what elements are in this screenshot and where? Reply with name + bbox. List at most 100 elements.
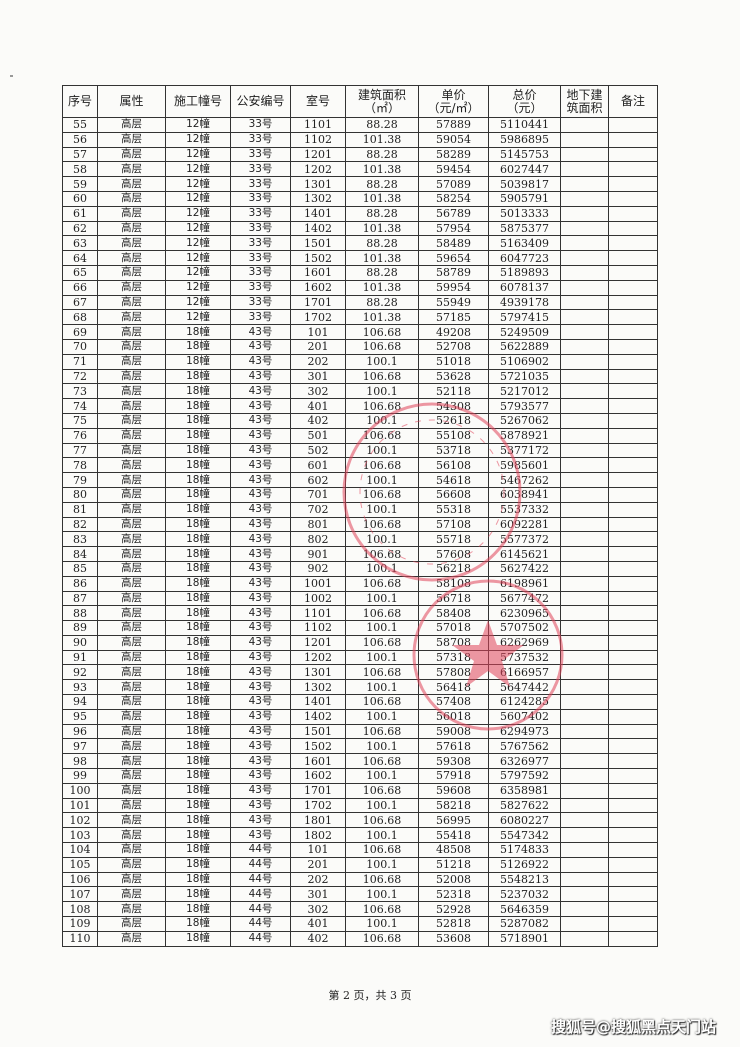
cell-ps: 33号 <box>230 131 291 148</box>
cell-attr: 高层 <box>97 782 166 799</box>
cell-ps: 33号 <box>230 146 291 163</box>
cell-bld: 18幢 <box>165 812 231 829</box>
cell-seq: 83 <box>62 531 98 548</box>
cell-unit: 59454 <box>418 161 489 178</box>
cell-bld: 18幢 <box>165 620 231 636</box>
cell-basement <box>560 738 609 755</box>
cell-ps: 43号 <box>230 531 291 548</box>
cell-basement <box>560 516 609 533</box>
cell-bld: 18幢 <box>165 694 231 710</box>
cell-attr: 高层 <box>97 664 166 681</box>
cell-unit: 58289 <box>418 146 489 163</box>
cell-basement <box>560 649 609 666</box>
cell-bld: 18幢 <box>165 338 231 355</box>
table-row: 56 高层 12幢 33号 1102 101.38 59054 5986895 <box>62 131 658 148</box>
table-row: 64 高层 12幢 33号 1502 101.38 59654 6047723 <box>62 250 658 266</box>
cell-note <box>608 472 658 488</box>
cell-attr: 高层 <box>97 427 166 444</box>
cell-note <box>608 235 658 252</box>
table-row: 86 高层 18幢 43号 1001 106.68 58108 6198961 <box>62 575 658 592</box>
cell-room: 101 <box>290 842 346 858</box>
cell-ps: 43号 <box>230 516 291 533</box>
cell-bld: 12幢 <box>165 294 231 311</box>
cell-unit: 57608 <box>418 546 489 562</box>
cell-bld: 18幢 <box>165 398 231 414</box>
cell-seq: 100 <box>62 782 98 799</box>
cell-seq: 108 <box>62 901 98 918</box>
cell-unit: 57318 <box>418 649 489 666</box>
cell-ps: 44号 <box>230 856 291 873</box>
cell-attr: 高层 <box>97 176 166 192</box>
cell-room: 902 <box>290 560 346 577</box>
cell-total: 4939178 <box>488 294 561 311</box>
cell-ps: 33号 <box>230 250 291 266</box>
cell-room: 1702 <box>290 797 346 814</box>
cell-note <box>608 427 658 444</box>
cell-unit: 58489 <box>418 235 489 252</box>
cell-attr: 高层 <box>97 264 166 281</box>
cell-total: 5145753 <box>488 146 561 163</box>
cell-room: 201 <box>290 856 346 873</box>
cell-room: 402 <box>290 930 346 947</box>
cell-attr: 高层 <box>97 738 166 755</box>
cell-unit: 57889 <box>418 117 489 133</box>
cell-room: 101 <box>290 324 346 340</box>
cell-attr: 高层 <box>97 797 166 814</box>
cell-room: 1001 <box>290 575 346 592</box>
cell-note <box>608 531 658 548</box>
cell-area: 106.68 <box>345 398 419 414</box>
cell-seq: 66 <box>62 279 98 296</box>
cell-unit: 58218 <box>418 797 489 814</box>
table-row: 59 高层 12幢 33号 1301 88.28 57089 5039817 <box>62 176 658 192</box>
header-unit: 单价 （元/㎡） <box>418 85 489 118</box>
cell-seq: 60 <box>62 190 98 207</box>
cell-area: 106.68 <box>345 457 419 474</box>
cell-attr: 高层 <box>97 916 166 932</box>
cell-bld: 18幢 <box>165 708 231 725</box>
table-row: 57 高层 12幢 33号 1201 88.28 58289 5145753 <box>62 146 658 163</box>
cell-attr: 高层 <box>97 753 166 770</box>
cell-total: 5905791 <box>488 190 561 207</box>
cell-attr: 高层 <box>97 324 166 340</box>
cell-total: 6326977 <box>488 753 561 770</box>
cell-area: 106.68 <box>345 634 419 651</box>
cell-bld: 12幢 <box>165 279 231 296</box>
cell-room: 302 <box>290 383 346 400</box>
cell-note <box>608 309 658 326</box>
table-row: 76 高层 18幢 43号 501 106.68 55108 5878921 <box>62 427 658 444</box>
cell-unit: 58254 <box>418 190 489 207</box>
cell-note <box>608 738 658 755</box>
table-row: 78 高层 18幢 43号 601 106.68 56108 5985601 <box>62 457 658 474</box>
cell-room: 1502 <box>290 250 346 266</box>
cell-bld: 18幢 <box>165 457 231 474</box>
cell-total: 6047723 <box>488 250 561 266</box>
cell-seq: 59 <box>62 176 98 192</box>
cell-attr: 高层 <box>97 649 166 666</box>
cell-area: 106.68 <box>345 575 419 592</box>
table-row: 68 高层 12幢 33号 1702 101.38 57185 5797415 <box>62 309 658 326</box>
cell-basement <box>560 901 609 918</box>
cell-note <box>608 753 658 770</box>
cell-ps: 43号 <box>230 546 291 562</box>
cell-total: 6124285 <box>488 694 561 710</box>
cell-total: 6166957 <box>488 664 561 681</box>
cell-ps: 43号 <box>230 353 291 370</box>
cell-note <box>608 797 658 814</box>
cell-bld: 18幢 <box>165 930 231 947</box>
cell-seq: 91 <box>62 649 98 666</box>
cell-seq: 103 <box>62 827 98 844</box>
cell-basement <box>560 930 609 947</box>
cell-bld: 18幢 <box>165 383 231 400</box>
cell-ps: 44号 <box>230 842 291 858</box>
cell-basement <box>560 694 609 710</box>
cell-attr: 高层 <box>97 842 166 858</box>
cell-unit: 52928 <box>418 901 489 918</box>
cell-note <box>608 368 658 385</box>
cell-ps: 43号 <box>230 398 291 414</box>
watermark: 搜狐号@搜狐黑点天门站 <box>550 1018 716 1036</box>
cell-ps: 43号 <box>230 664 291 681</box>
cell-seq: 73 <box>62 383 98 400</box>
cell-area: 100.1 <box>345 856 419 873</box>
cell-ps: 43号 <box>230 472 291 488</box>
cell-attr: 高层 <box>97 723 166 740</box>
